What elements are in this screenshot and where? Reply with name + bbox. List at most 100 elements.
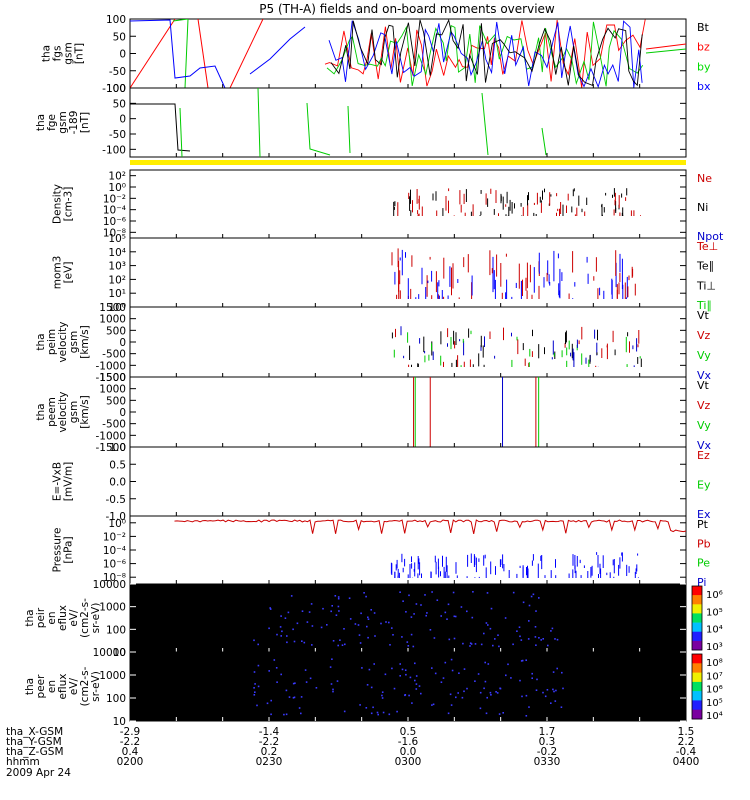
y-axis-label: eV/: [68, 609, 80, 627]
legend-entry: Te⊥: [696, 240, 718, 253]
y-tick-label: 10000: [93, 647, 126, 659]
spectrogram-pixel: [286, 635, 288, 637]
spectrogram-pixel: [490, 607, 493, 610]
x-axis-value: 0200: [117, 756, 144, 768]
y-tick-label: -100: [102, 144, 126, 156]
x-axis-value: 1.5: [678, 726, 695, 738]
bz-trace: [130, 19, 176, 88]
spectrogram-pixel: [331, 658, 333, 660]
spectrogram-pixel: [485, 622, 488, 624]
x-axis-value: 0.2: [261, 746, 278, 758]
spectrogram-pixel: [518, 626, 521, 628]
spectrogram-pixel: [551, 627, 554, 630]
legend-entry: Vx: [697, 369, 712, 382]
spectrogram-pixel: [256, 704, 258, 707]
spectrogram-pixel: [535, 610, 537, 612]
spectrogram-pixel: [337, 597, 340, 600]
y-tick-label: 10⁻²: [103, 193, 126, 205]
legend-entry: Te∥: [696, 260, 714, 273]
spectrogram-pixel: [335, 614, 338, 616]
y-axis-label: [eV]: [63, 262, 75, 284]
y-axis-label: en: [46, 611, 58, 624]
spectrogram-pixel: [253, 639, 255, 642]
spectrogram-pixel: [331, 605, 333, 607]
y-tick-label: 50: [113, 98, 126, 110]
spectrogram-pixel: [487, 663, 490, 665]
spectrogram-pixel: [519, 635, 521, 638]
legend-entry: Pi: [697, 576, 706, 589]
colorbar-tick-label: 10⁵: [706, 698, 723, 709]
spectrogram-pixel: [344, 643, 346, 646]
spectrogram-pixel: [367, 616, 369, 619]
spectrogram-pixel: [469, 645, 471, 647]
x-axis-value: 0400: [673, 756, 700, 768]
spectrogram-pixel: [550, 630, 552, 632]
y-axis-label: [nT]: [79, 112, 91, 133]
spectrogram-pixel: [374, 635, 376, 637]
spectrogram-pixel: [279, 626, 282, 628]
spectrogram-pixel: [288, 696, 291, 698]
spectrogram-pixel: [404, 669, 407, 671]
legend-entry: Ne: [697, 172, 712, 185]
by-trace: [172, 19, 189, 88]
spectrogram-pixel: [420, 692, 422, 695]
spectrogram-pixel: [402, 600, 404, 602]
x-axis-value: -2.9: [120, 726, 141, 738]
y-axis-label: [cm-3]: [63, 187, 75, 222]
spectrogram-pixel: [270, 713, 272, 716]
spectrogram-pixel: [338, 610, 340, 612]
field-trace: [326, 21, 644, 87]
y-axis-label: [mV/m]: [63, 462, 75, 501]
x-axis-value: -0.4: [676, 746, 697, 758]
spectrogram-pixel: [359, 642, 362, 644]
colorbar-segment: [692, 640, 702, 651]
spectrogram-pixel: [382, 711, 385, 714]
y-tick-label: -50: [109, 66, 126, 78]
spectrogram-pixel: [311, 625, 314, 627]
y-axis-label: tha: [24, 609, 36, 626]
y-axis-label: gsm: [68, 331, 80, 353]
spectrogram-pixel: [253, 671, 256, 673]
spectrogram-pixel: [433, 637, 436, 639]
spectrogram-pixel: [483, 632, 485, 635]
figure-title: P5 (TH-A) fields and on-board moments ov…: [259, 2, 555, 16]
spectrogram-pixel: [418, 685, 421, 687]
spectrogram-pixel: [300, 696, 303, 698]
colorbar-segment: [692, 586, 702, 596]
data-quality-bar: [130, 160, 686, 165]
x-axis-labels: tha_X-GSM -2.9 -1.4 0.5 1.7 1.5 tha_Y-GSM -2.2 -…: [6, 726, 699, 779]
y-axis-label: gsm: [63, 42, 75, 64]
spectrogram-pixel: [283, 713, 285, 716]
spectrogram-pixel: [410, 616, 413, 618]
spectrogram-pixel: [442, 677, 445, 679]
spectrogram-pixel: [462, 642, 464, 645]
y-tick-label: 100: [106, 83, 126, 95]
y-tick-label: 1.0: [109, 442, 126, 454]
spectrogram-pixel: [556, 667, 558, 670]
plot-area: [130, 447, 686, 516]
spectrogram-pixel: [451, 669, 454, 672]
y-axis-label: Pressure: [52, 528, 64, 573]
spectrogram-pixel: [431, 667, 433, 669]
spectrogram-pixel: [485, 712, 488, 715]
spectrogram-pixel: [409, 676, 412, 679]
y-axis-label: peir: [35, 607, 47, 628]
y-axis-label: fgs: [52, 46, 64, 62]
spectrogram-pixel: [305, 681, 308, 683]
spectrogram-pixel: [408, 594, 410, 597]
y-tick-label: 1000: [99, 670, 126, 682]
spectrogram-pixel: [536, 678, 538, 681]
spectrogram-pixel: [276, 681, 278, 683]
spectrogram-pixel: [368, 668, 371, 671]
spectrogram-pixel: [396, 710, 398, 713]
y-tick-label: -50: [109, 129, 126, 141]
spectrogram-pixel: [365, 595, 367, 598]
y-tick-label: -500: [102, 349, 126, 361]
spectrogram-pixel: [486, 696, 488, 699]
y-tick-label: 10000: [93, 579, 126, 591]
legend-entry: Vx: [697, 439, 712, 452]
